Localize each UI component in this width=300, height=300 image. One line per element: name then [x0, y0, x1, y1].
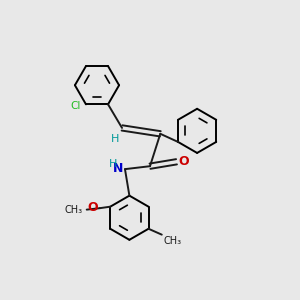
Text: Cl: Cl — [70, 101, 81, 111]
Text: N: N — [113, 162, 124, 175]
Text: O: O — [88, 201, 98, 214]
Text: H: H — [108, 159, 117, 169]
Text: O: O — [179, 155, 190, 168]
Text: H: H — [111, 134, 120, 144]
Text: CH₃: CH₃ — [64, 205, 82, 214]
Text: CH₃: CH₃ — [163, 236, 182, 246]
